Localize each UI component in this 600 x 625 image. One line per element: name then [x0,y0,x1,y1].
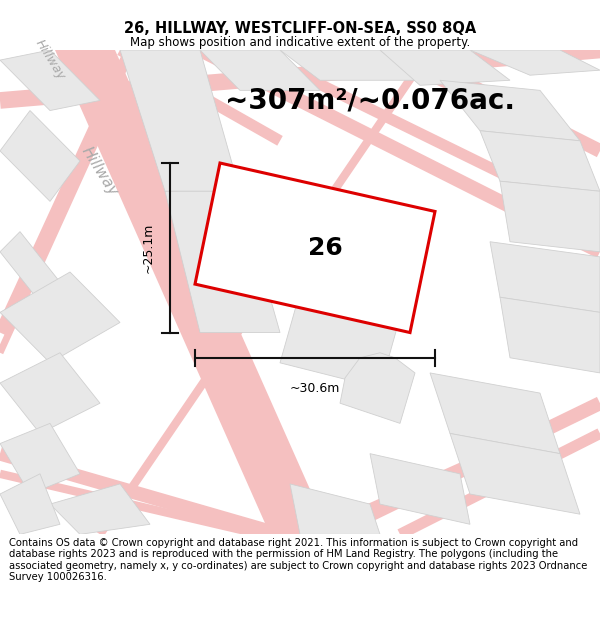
Text: Map shows position and indicative extent of the property.: Map shows position and indicative extent… [130,36,470,49]
Polygon shape [280,257,410,388]
Polygon shape [0,272,120,363]
Polygon shape [0,232,60,302]
Text: ~307m²/~0.076ac.: ~307m²/~0.076ac. [225,86,515,114]
Polygon shape [55,50,330,534]
Polygon shape [165,191,280,332]
Polygon shape [0,50,100,111]
Text: Contains OS data © Crown copyright and database right 2021. This information is : Contains OS data © Crown copyright and d… [9,538,587,582]
Polygon shape [120,50,240,191]
Polygon shape [490,242,600,312]
Polygon shape [500,298,600,373]
Polygon shape [470,50,600,75]
Polygon shape [440,80,580,141]
Polygon shape [450,434,580,514]
Polygon shape [0,352,100,434]
Text: ~25.1m: ~25.1m [142,222,155,273]
Polygon shape [195,163,435,332]
Polygon shape [500,181,600,252]
Polygon shape [370,454,470,524]
Polygon shape [0,423,80,494]
Text: Hillway: Hillway [32,38,67,82]
Polygon shape [290,484,380,534]
Text: ~30.6m: ~30.6m [290,381,340,394]
Polygon shape [380,50,510,86]
Polygon shape [0,474,60,534]
Polygon shape [50,484,150,534]
Text: 26: 26 [308,236,343,260]
Polygon shape [430,373,560,454]
Text: 26, HILLWAY, WESTCLIFF-ON-SEA, SS0 8QA: 26, HILLWAY, WESTCLIFF-ON-SEA, SS0 8QA [124,21,476,36]
Polygon shape [340,352,415,423]
Polygon shape [0,111,80,201]
Polygon shape [280,50,420,80]
Text: Hillway: Hillway [79,144,121,199]
Polygon shape [200,50,320,91]
Polygon shape [480,131,600,191]
